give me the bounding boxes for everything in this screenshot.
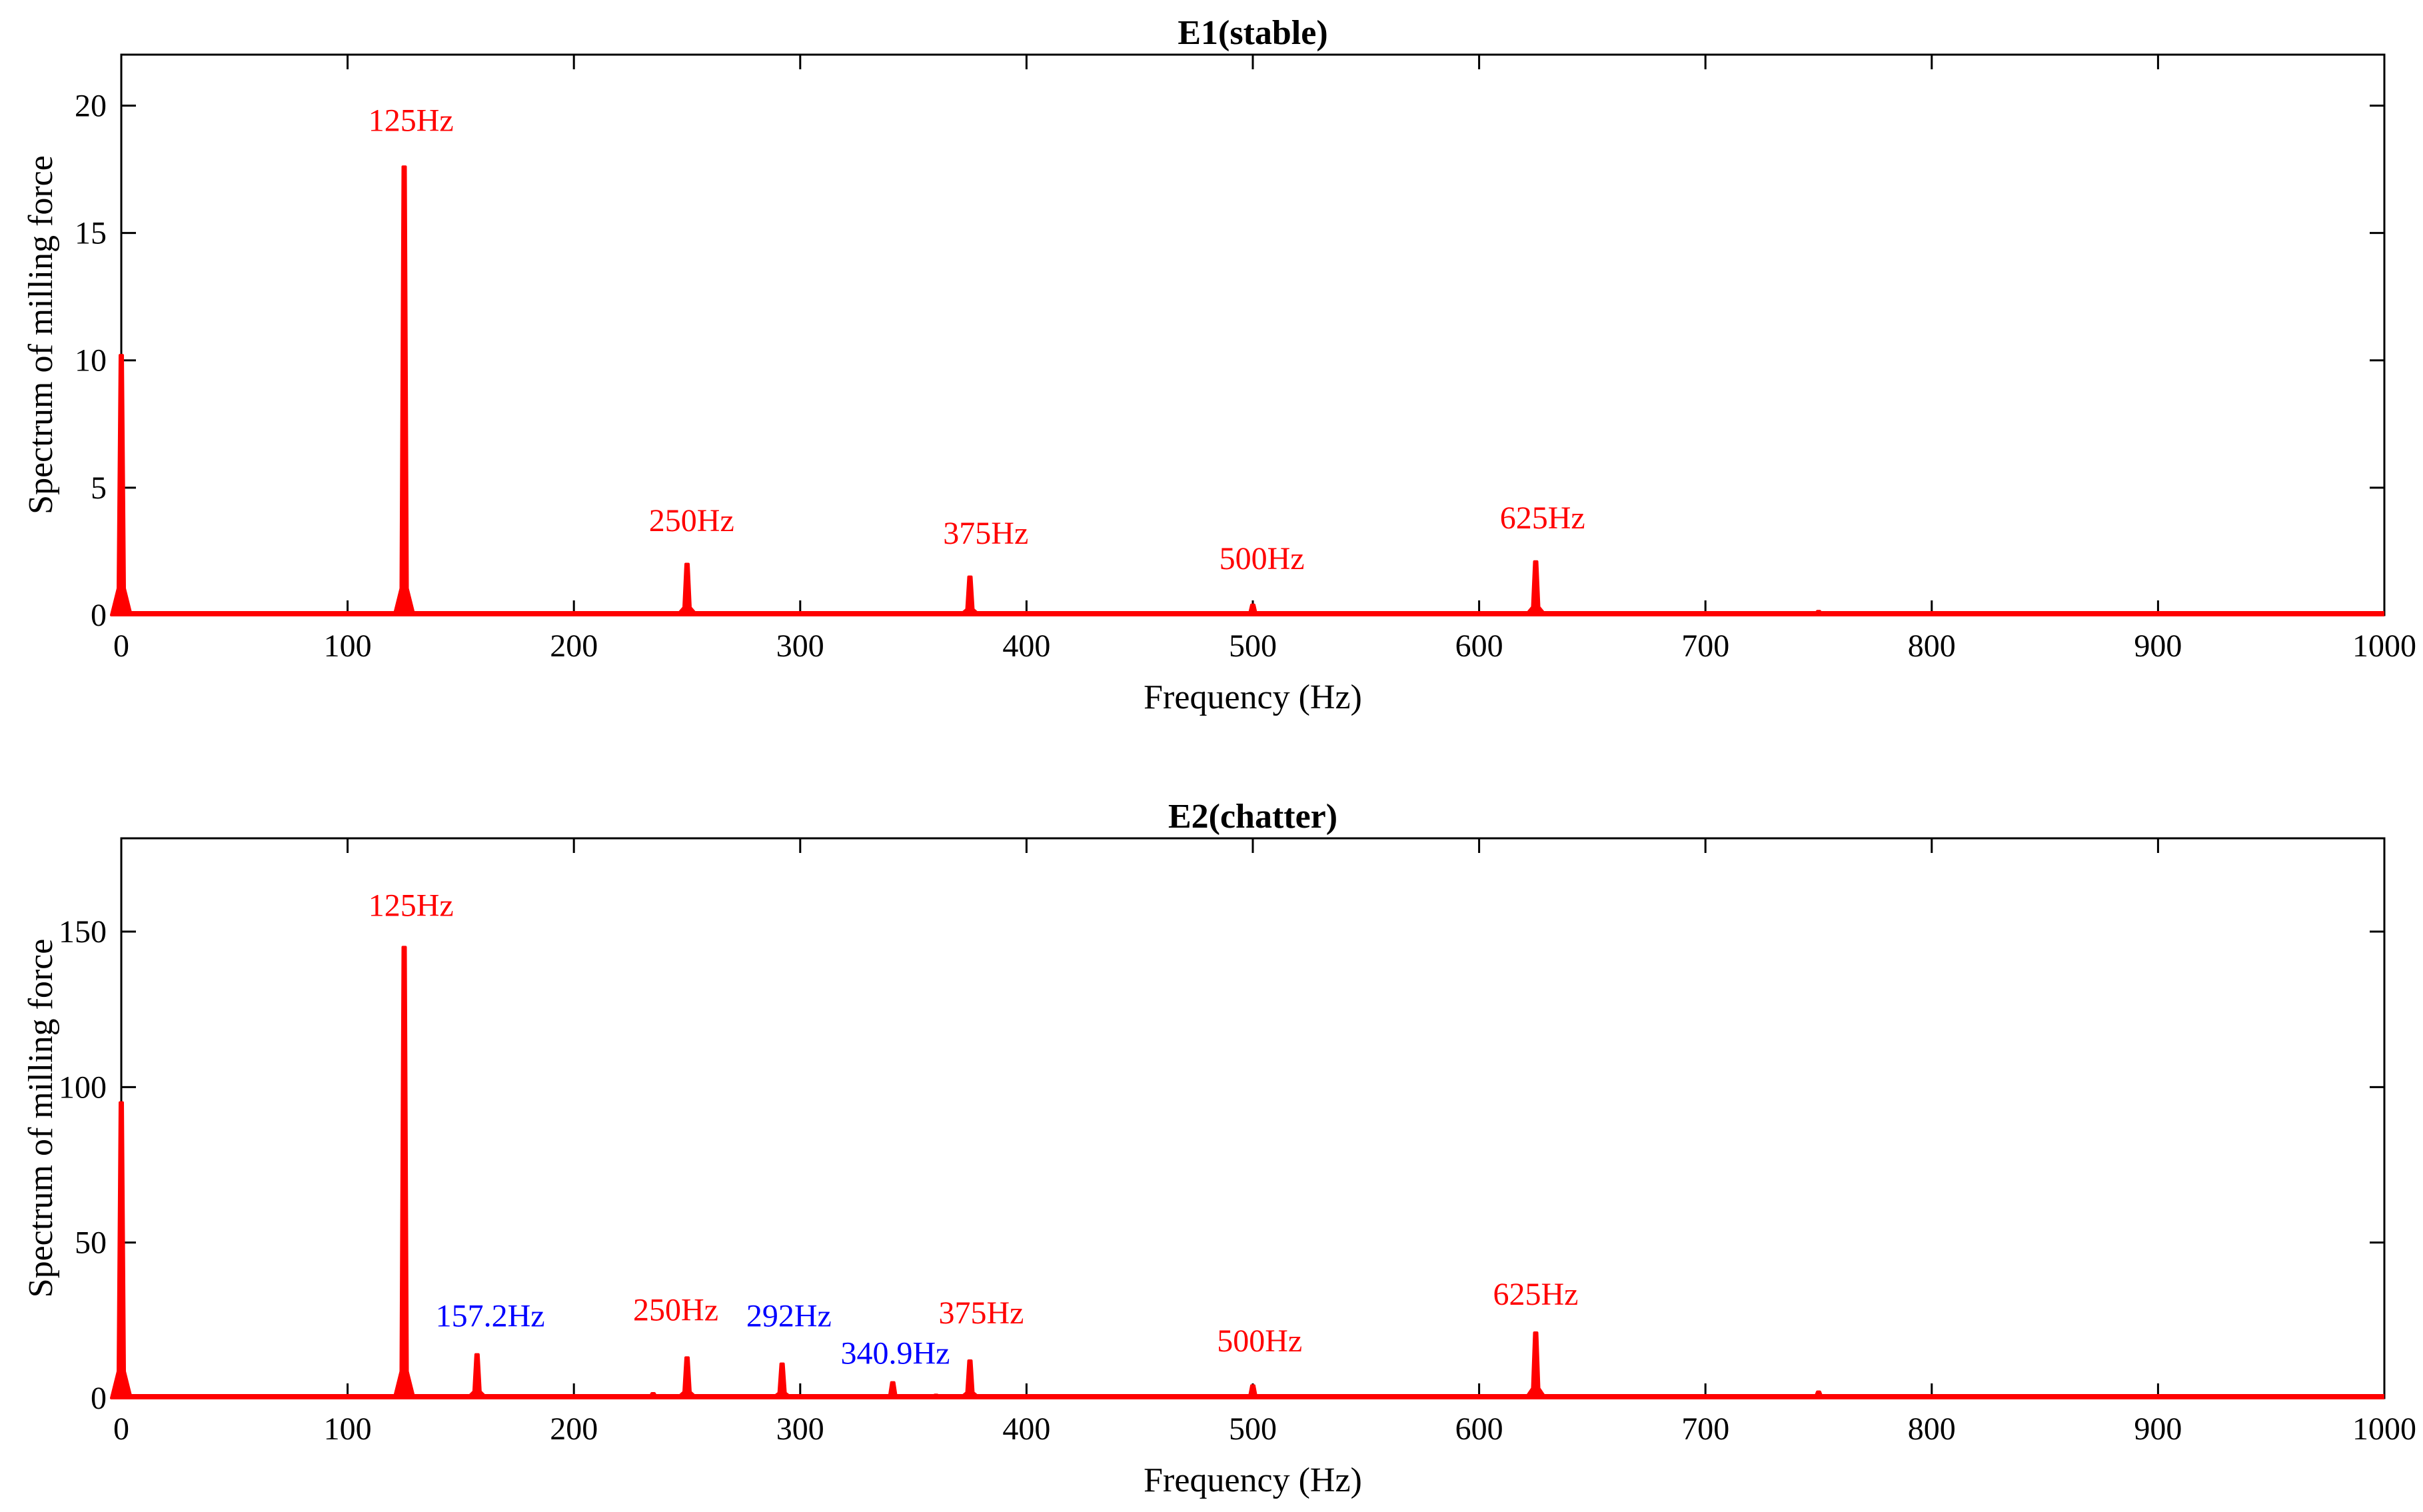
x-tick-label: 0 xyxy=(113,1411,129,1447)
spectrum-peak xyxy=(465,1353,488,1399)
harmonic-frequency-label: 125Hz xyxy=(369,888,454,924)
chatter-frequency-label: 340.9Hz xyxy=(840,1336,950,1371)
y-tick-label: 10 xyxy=(75,343,107,378)
spectrum-peak xyxy=(393,946,416,1399)
x-tick-label: 700 xyxy=(1681,1411,1729,1447)
y-tick-label: 100 xyxy=(59,1070,107,1105)
spectrum-peak xyxy=(393,165,416,616)
spectrum-peak xyxy=(110,1101,133,1399)
spectrum-peak xyxy=(676,1356,698,1399)
spectrum-peak xyxy=(1241,603,1264,616)
spectrum-peak xyxy=(770,1362,794,1399)
x-tick-label: 700 xyxy=(1681,628,1729,664)
y-axis-label: Spectrum of milling force xyxy=(22,939,60,1298)
spectrum-peak xyxy=(110,354,133,616)
x-tick-label: 600 xyxy=(1455,1411,1503,1447)
y-tick-label: 15 xyxy=(75,216,107,251)
spectrum-peak xyxy=(2090,611,2113,616)
y-tick-label: 150 xyxy=(59,914,107,950)
x-tick-label: 500 xyxy=(1229,1411,1277,1447)
chatter-frequency-label: 157.2Hz xyxy=(436,1299,545,1334)
spectrum-peak xyxy=(1524,560,1547,616)
x-axis-label: Frequency (Hz) xyxy=(1144,678,1362,716)
spectrum-peak xyxy=(958,575,982,616)
spectrum-peak xyxy=(924,1393,948,1399)
spectrum-peak xyxy=(642,1392,665,1399)
y-tick-label: 0 xyxy=(91,598,107,633)
harmonic-frequency-label: 625Hz xyxy=(1493,1277,1579,1312)
spectrum-peak xyxy=(1807,610,1830,616)
y-tick-label: 20 xyxy=(75,88,107,123)
x-tick-label: 600 xyxy=(1455,628,1503,664)
x-tick-label: 400 xyxy=(1002,1411,1050,1447)
plot-e1-stable: 0 100 200 300 400 500 600 700 800 900 1000 0 5 10 15 20… xyxy=(22,14,2416,716)
x-tick-label: 900 xyxy=(2134,1411,2182,1447)
spectrum-peak xyxy=(642,611,665,616)
x-tick-label: 300 xyxy=(776,628,824,664)
x-tick-label: 1000 xyxy=(2352,628,2416,664)
x-axis-label: Frequency (Hz) xyxy=(1144,1461,1362,1499)
x-tick-label: 200 xyxy=(550,628,598,664)
x-tick-label: 300 xyxy=(776,1411,824,1447)
x-tick-label: 400 xyxy=(1002,628,1050,664)
x-tick-label: 500 xyxy=(1229,628,1277,664)
spectrum-peak xyxy=(1241,1384,1264,1399)
spectrum-series xyxy=(110,165,2384,616)
harmonic-frequency-label: 375Hz xyxy=(938,1295,1024,1331)
spectrum-peak xyxy=(1807,1390,1830,1399)
harmonic-frequency-label: 500Hz xyxy=(1219,541,1305,576)
x-tick-label: 100 xyxy=(324,1411,372,1447)
spectrum-peak xyxy=(472,611,495,616)
harmonic-frequency-label: 375Hz xyxy=(943,516,1028,551)
axes-box xyxy=(120,53,2386,616)
x-tick-label: 1000 xyxy=(2352,1411,2416,1447)
x-tick-label: 200 xyxy=(550,1411,598,1447)
chart-title: E2(chatter) xyxy=(1168,798,1337,836)
spectrum-peak xyxy=(881,1381,904,1399)
x-tick-label: 900 xyxy=(2134,628,2182,664)
harmonic-frequency-label: 500Hz xyxy=(1217,1323,1302,1359)
x-tick-label: 800 xyxy=(1908,628,1956,664)
y-axis-label: Spectrum of milling force xyxy=(22,155,60,514)
spectrum-series xyxy=(110,946,2384,1399)
chatter-frequency-label: 292Hz xyxy=(746,1299,832,1334)
y-tick-label: 50 xyxy=(75,1225,107,1261)
y-tick-label: 5 xyxy=(91,470,107,506)
x-tick-label: 0 xyxy=(113,628,129,664)
x-tick-label: 800 xyxy=(1908,1411,1956,1447)
harmonic-frequency-label: 250Hz xyxy=(633,1292,718,1327)
spectrum-peak xyxy=(676,562,698,616)
spectrum-peak xyxy=(1524,1331,1547,1399)
plot-e2-chatter: 0 100 200 300 400 500 600 700 800 900 1000 0 50 100 15… xyxy=(22,798,2416,1499)
chart-title: E1(stable) xyxy=(1178,14,1327,52)
spectrum-peak xyxy=(924,611,948,616)
spectrum-peak xyxy=(770,611,794,616)
harmonic-frequency-label: 250Hz xyxy=(649,503,734,538)
spectrum-peak xyxy=(890,611,914,616)
harmonic-frequency-label: 125Hz xyxy=(369,103,454,139)
harmonic-frequency-label: 625Hz xyxy=(1500,500,1585,536)
y-tick-label: 0 xyxy=(91,1381,107,1416)
spectrum-peak xyxy=(958,1359,982,1399)
x-tick-label: 100 xyxy=(324,628,372,664)
